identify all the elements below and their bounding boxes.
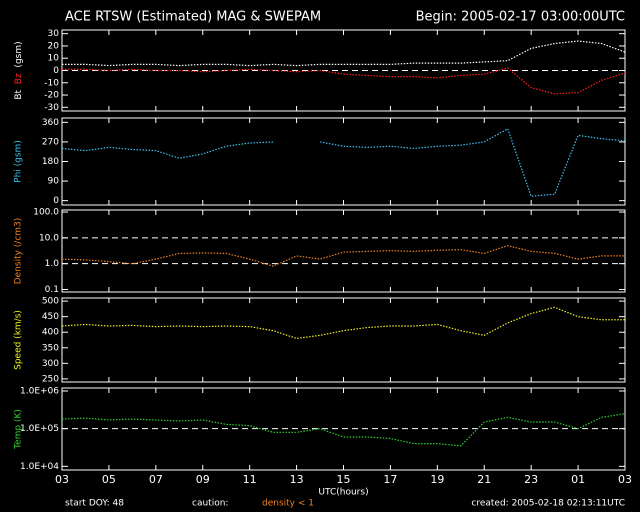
x-tick-label: 01: [571, 473, 585, 486]
series-line: [62, 40, 625, 67]
x-tick-label: 19: [430, 473, 444, 486]
x-tick-label: 15: [337, 473, 351, 486]
chart-subtitle: Begin: 2005-02-17 03:00:00UTC: [416, 10, 625, 25]
y-tick-label: 0.1: [45, 285, 59, 295]
footer-created: created: 2005-02-18 02:13:11UTC: [471, 499, 625, 509]
x-tick-label: 03: [55, 473, 69, 486]
y-tick-label: 100.0: [33, 208, 59, 218]
y-tick-label: 90: [48, 177, 60, 187]
series-line: [62, 67, 625, 95]
y-axis-label: Temp (K): [14, 409, 24, 450]
series-line: [62, 245, 625, 267]
y-axis-label: Speed (km/s): [14, 310, 24, 370]
y-tick-label: 350: [42, 343, 59, 353]
legend-entry: Bt: [14, 89, 24, 99]
y-tick-label: 1.0E+04: [20, 462, 59, 472]
y-tick-label: 10: [48, 54, 60, 64]
y-tick-label: 180: [42, 157, 59, 167]
y-tick-label: 20: [48, 41, 60, 51]
y-tick-label: 1.0E+06: [20, 386, 59, 396]
footer-caution-note: density < 1: [262, 499, 314, 509]
y-tick-label: 1.0: [45, 259, 60, 269]
x-tick-label: 05: [102, 473, 116, 486]
x-axis-label: UTC(hours): [318, 488, 368, 498]
x-tick-label: 07: [149, 473, 163, 486]
y-tick-label: 1.0E+05: [20, 424, 59, 434]
y-tick-label: 500: [42, 297, 59, 307]
x-tick-label: 21: [477, 473, 491, 486]
x-tick-label: 09: [196, 473, 210, 486]
y-tick-label: -10: [44, 78, 59, 88]
footer-start: start DOY: 48: [65, 499, 124, 509]
series-line: [319, 128, 625, 197]
y-tick-label: 30: [48, 29, 60, 39]
y-tick-label: 300: [42, 359, 59, 369]
footer-caution: caution:: [192, 499, 228, 509]
series-line: [62, 306, 625, 340]
x-tick-label: 13: [290, 473, 304, 486]
y-axis-unit: (gsm): [14, 41, 24, 67]
y-tick-label: -30: [44, 103, 59, 113]
y-tick-label: 270: [42, 137, 59, 147]
y-tick-label: 0: [53, 66, 59, 76]
series-line: [62, 413, 625, 447]
y-axis-label: Density (/cm3): [14, 218, 24, 285]
x-tick-label: 17: [383, 473, 397, 486]
y-tick-label: 250: [42, 374, 59, 384]
y-tick-label: 0: [53, 196, 59, 206]
y-tick-label: 360: [42, 118, 59, 128]
chart-title: ACE RTSW (Estimated) MAG & SWEPAM: [65, 10, 321, 25]
x-tick-label: 03: [618, 473, 632, 486]
x-tick-label: 23: [524, 473, 538, 486]
y-axis-label: Bt Bz (gsm): [14, 41, 24, 99]
legend-entry: Bz: [14, 73, 24, 84]
y-tick-label: 400: [42, 328, 59, 338]
x-tick-label: 11: [243, 473, 257, 486]
y-tick-label: -20: [44, 91, 59, 101]
y-axis-label: Phi (gsm): [14, 140, 24, 183]
y-tick-label: 450: [42, 312, 59, 322]
y-tick-label: 10.0: [39, 233, 59, 243]
